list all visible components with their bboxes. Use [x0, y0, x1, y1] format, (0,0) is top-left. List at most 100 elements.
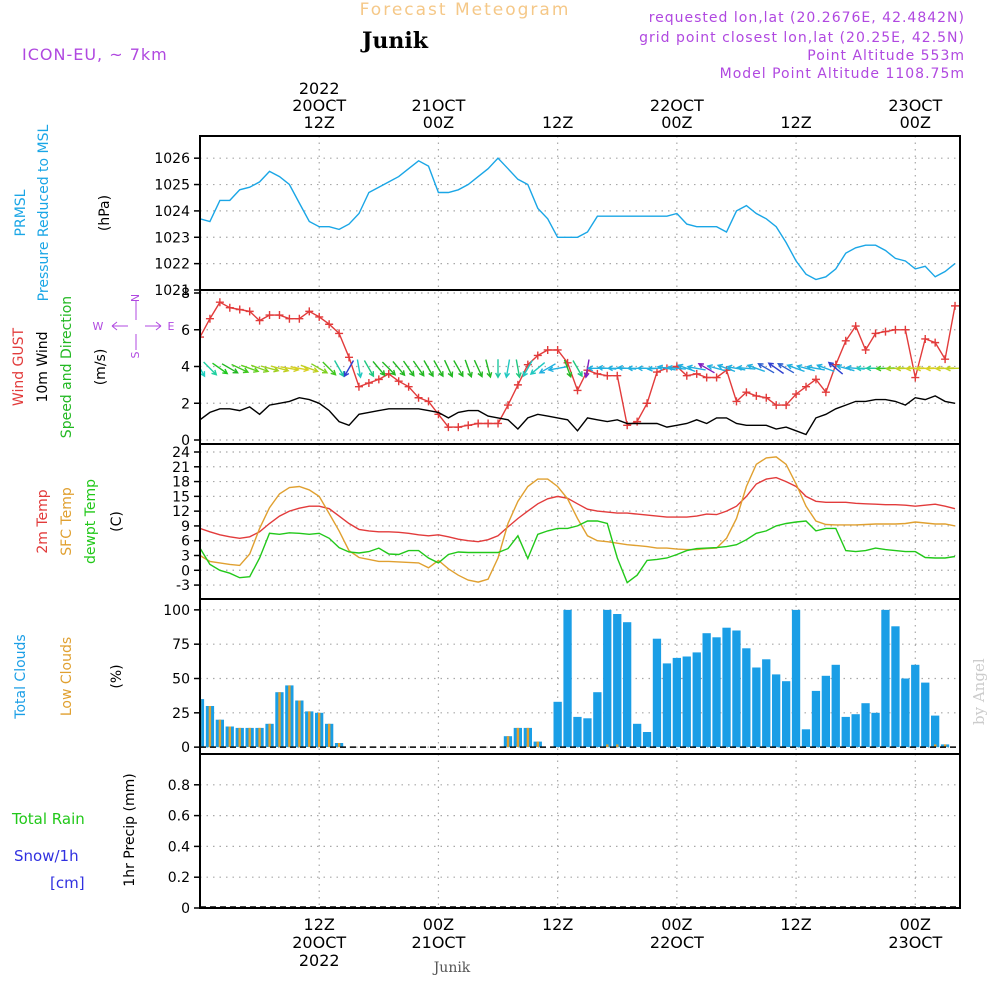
total-clouds-bar — [931, 715, 940, 748]
total-clouds-bar — [692, 652, 701, 748]
total-clouds-bar — [791, 609, 801, 748]
gust-point — [205, 314, 214, 323]
top-time-label: 00Z — [661, 113, 692, 132]
bottom-time-label: 2022 — [299, 951, 340, 970]
gust-point — [941, 355, 950, 364]
wind-direction-arrow — [221, 363, 239, 374]
low-clouds-bar — [328, 723, 331, 748]
gust-point — [921, 334, 930, 343]
low-clouds-bar — [526, 727, 530, 748]
gust-point — [285, 314, 294, 323]
bottom-time-label: 12Z — [304, 915, 335, 934]
pressure-ytick-label: 1021 — [154, 283, 190, 299]
compass-label: S — [129, 351, 142, 358]
low-clouds-bar — [308, 711, 311, 748]
gust-point — [255, 316, 264, 325]
wind-direction-arrow — [356, 359, 363, 379]
wind-direction-arrow — [529, 362, 546, 376]
gust-point — [712, 373, 721, 382]
wind-ytick-label: 4 — [181, 360, 190, 376]
low-clouds-bar — [298, 700, 301, 748]
wind-direction-arrow — [473, 359, 483, 378]
total-clouds-bar — [712, 637, 721, 748]
wind-axis-label: (m/s) — [93, 349, 109, 386]
wind-direction-arrow — [381, 361, 397, 376]
wind-direction-arrow — [231, 363, 250, 374]
bottom-time-label: 12Z — [542, 915, 573, 934]
precip-total-rain-label: Total Rain — [11, 810, 85, 828]
temperature-series-line-2m-temp — [200, 476, 956, 543]
gust-point — [454, 423, 463, 432]
wind-direction-arrow — [443, 359, 454, 378]
temperature-ytick-label: 21 — [172, 460, 190, 476]
total-clouds-bar — [911, 664, 920, 748]
low-clouds-bar — [606, 744, 609, 748]
low-clouds-bar — [318, 712, 321, 748]
pressure-axis-label: PRMSL — [13, 189, 29, 236]
top-time-label: 00Z — [423, 113, 454, 132]
wind-panel: 0 2 4 6 8 Wind GUST 10m Wind Speed and Directio… — [11, 286, 961, 449]
compass-label: N — [129, 294, 142, 302]
clouds-ytick-label: 100 — [163, 603, 190, 619]
wind-direction-arrow — [392, 360, 406, 377]
gust-point — [792, 390, 801, 399]
gust-point — [891, 325, 900, 334]
wind-direction-arrow — [333, 360, 345, 378]
info-line-4: Model Point Altitude 1108.75m — [720, 66, 965, 82]
low-clouds-bar — [228, 726, 231, 748]
low-clouds-bar — [506, 736, 510, 748]
precip-snow-unit: [cm] — [50, 874, 85, 892]
temperature-axis-label: 2m Temp — [35, 489, 51, 553]
bottom-time-label: 20OCT — [292, 933, 346, 952]
total-clouds-bar — [732, 630, 741, 748]
total-clouds-bar — [573, 716, 582, 748]
gust-point — [573, 386, 582, 395]
temperature-ytick-label: 15 — [172, 489, 190, 505]
total-clouds-bar — [722, 627, 731, 748]
precip-ytick-label: 0.8 — [168, 778, 190, 794]
footer-location: Junik — [432, 960, 471, 976]
gust-point — [951, 301, 960, 310]
wind-direction-arrow — [343, 360, 355, 378]
temperature-ytick-label: 3 — [181, 549, 190, 565]
total-clouds-bar — [662, 663, 672, 748]
gust-point — [911, 373, 920, 382]
total-clouds-bar — [871, 712, 880, 748]
gust-point — [464, 421, 473, 430]
gust-point — [235, 305, 244, 314]
pressure-axis-label: (hPa) — [97, 195, 113, 231]
low-clouds-bar — [208, 706, 212, 748]
bottom-time-label: 23OCT — [888, 933, 942, 952]
wind-direction-arrow — [795, 364, 815, 372]
wind-direction-arrow — [200, 366, 206, 378]
pressure-axis-label: Pressure Reduced to MSL — [36, 124, 52, 301]
gust-point — [215, 298, 224, 307]
bottom-time-label: 12Z — [780, 915, 811, 934]
wind-direction-arrow — [433, 360, 444, 378]
top-time-label: 20OCT — [292, 96, 346, 115]
precip-ytick-label: 0 — [181, 901, 190, 917]
model-label: ICON-EU, ~ 7km — [22, 45, 168, 64]
pressure-ytick-label: 1025 — [154, 178, 190, 194]
wind-direction-arrow — [944, 365, 960, 372]
total-clouds-bar — [642, 732, 652, 748]
top-time-label: 2022 — [299, 79, 340, 98]
wind-direction-arrow — [300, 364, 320, 373]
gust-point — [424, 397, 433, 406]
bottom-time-label: 00Z — [900, 915, 931, 934]
gust-point — [474, 419, 483, 428]
wind-direction-arrow — [412, 360, 425, 377]
clouds-ytick-label: 0 — [181, 740, 190, 756]
gust-point — [374, 375, 383, 384]
total-clouds-bar — [633, 723, 642, 748]
gust-point — [831, 360, 840, 369]
wind-direction-arrow — [767, 362, 784, 375]
gust-point — [494, 419, 503, 428]
gust-point — [553, 345, 562, 354]
wind-direction-arrow — [666, 364, 686, 371]
low-clouds-bar — [943, 744, 947, 748]
wind-direction-arrow — [697, 363, 715, 374]
gust-point — [225, 303, 234, 312]
wind-direction-arrow — [372, 360, 386, 377]
